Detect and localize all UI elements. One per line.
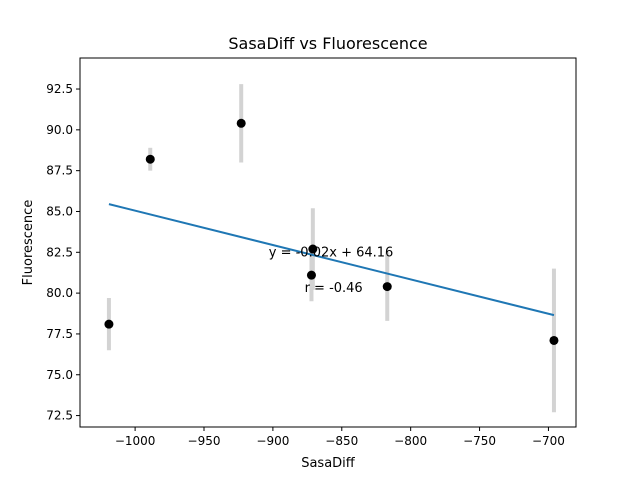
y-axis-label: Fluorescence xyxy=(21,200,36,286)
y-tick-label-7: 90.0 xyxy=(46,123,73,137)
x-tick-label-3: −850 xyxy=(325,434,358,448)
x-tick-label-5: −750 xyxy=(463,434,496,448)
data-point-5 xyxy=(382,282,392,292)
x-axis-ticks: −1000 −950 −900 −850 −800 −750 −700 xyxy=(115,427,565,448)
fit-line xyxy=(108,203,555,317)
y-tick-label-1: 75.0 xyxy=(46,368,73,382)
data-point-3 xyxy=(308,244,318,254)
x-tick-label-2: −900 xyxy=(256,434,289,448)
annotations: y = -0.02x + 64.16 r = -0.46 xyxy=(269,245,394,296)
y-tick-label-8: 92.5 xyxy=(46,82,73,96)
y-tick-label-0: 72.5 xyxy=(46,409,73,423)
x-tick-label-0: −1000 xyxy=(115,434,156,448)
y-tick-label-4: 82.5 xyxy=(46,245,73,259)
data-points xyxy=(104,118,559,345)
data-point-4 xyxy=(306,270,316,280)
data-point-2 xyxy=(236,118,246,128)
x-axis-label: SasaDiff xyxy=(301,456,356,471)
x-tick-label-1: −950 xyxy=(188,434,221,448)
x-tick-label-4: −800 xyxy=(394,434,427,448)
chart-title: SasaDiff vs Fluorescence xyxy=(228,34,427,53)
x-tick-label-6: −700 xyxy=(532,434,565,448)
y-tick-label-3: 80.0 xyxy=(46,286,73,300)
y-axis-ticks: 72.5 75.0 77.5 80.0 82.5 85.0 87.5 90.0 92.5 xyxy=(46,82,80,423)
annotation-0: y = -0.02x + 64.16 xyxy=(269,245,394,260)
fit-line-group xyxy=(108,203,555,317)
annotation-1: r = -0.46 xyxy=(305,281,363,296)
plot-area xyxy=(79,57,577,428)
data-point-6 xyxy=(549,335,559,345)
y-tick-label-5: 85.0 xyxy=(46,204,73,218)
data-point-0 xyxy=(104,319,114,329)
data-point-1 xyxy=(145,154,155,164)
y-tick-label-6: 87.5 xyxy=(46,164,73,178)
y-tick-label-2: 77.5 xyxy=(46,327,73,341)
